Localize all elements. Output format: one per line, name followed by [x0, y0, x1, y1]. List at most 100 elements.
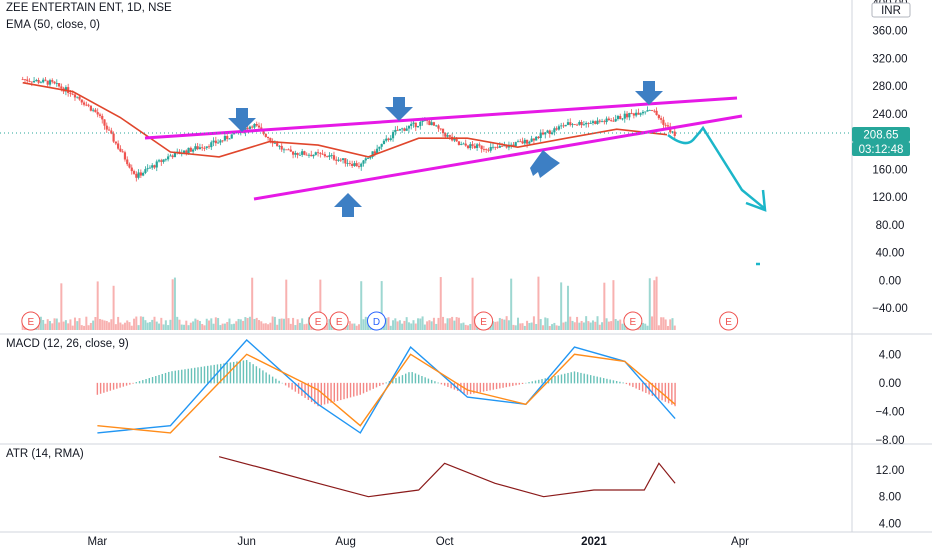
candle-body — [310, 154, 313, 157]
macd-axis[interactable]: 4.00 0.00 −4.00 −8.00 — [875, 349, 904, 447]
candle-body — [262, 129, 265, 134]
lower-trendline[interactable] — [253, 114, 743, 201]
candle-body — [151, 165, 154, 168]
volume-bar — [160, 317, 163, 330]
volume-bar — [601, 322, 604, 330]
date-tick-label: Jun — [237, 536, 256, 548]
candle-body — [51, 80, 54, 82]
macd-histogram-bar — [362, 382, 365, 394]
candle-body — [346, 163, 349, 164]
macd-histogram-bar — [242, 360, 245, 384]
macd-histogram-bar — [223, 363, 225, 384]
candle-body — [192, 149, 195, 152]
date-tick-label: Oct — [436, 536, 455, 548]
macd-histogram-bar — [190, 368, 193, 384]
volume-bar — [167, 325, 170, 330]
volume-bar — [394, 318, 397, 330]
macd-legend[interactable]: MACD (12, 26, close, 9) — [6, 338, 129, 350]
macd-histogram-bar — [528, 382, 530, 384]
macd-histogram-bar — [486, 382, 488, 391]
macd-histogram-bar — [408, 372, 410, 384]
volume-bar — [198, 321, 201, 330]
volume-bar — [507, 320, 510, 330]
volume-bar — [430, 321, 433, 330]
volume-bar — [396, 321, 399, 330]
volume-bar — [42, 319, 45, 330]
macd-histogram-bar — [551, 376, 553, 384]
volume-bar — [267, 324, 270, 330]
symbol-legend[interactable]: ZEE ENTERTAIN ENT, 1D, NSE — [6, 2, 172, 14]
candle-body — [114, 141, 117, 144]
candle-body — [394, 129, 397, 133]
candle-body — [405, 128, 408, 131]
volume-bar — [273, 316, 276, 330]
volume-bar — [612, 280, 615, 330]
candle-body — [596, 120, 599, 124]
atr-legend[interactable]: ATR (14, RMA) — [6, 448, 84, 460]
candle-body — [319, 153, 322, 154]
macd-histogram-bar — [255, 366, 258, 384]
volume-bar — [621, 323, 624, 330]
candle-body — [575, 124, 579, 126]
candle-body — [107, 129, 111, 131]
candle-body — [119, 148, 122, 152]
candle-body — [605, 118, 608, 123]
volume-bar — [269, 322, 272, 330]
candle-body — [657, 114, 660, 119]
macd-histogram-bar — [492, 382, 495, 390]
volume-bar — [496, 321, 499, 330]
candle-body — [330, 155, 333, 157]
price-axis[interactable]: 400.00360.00320.00280.00240.00200.00160.… — [872, 0, 908, 315]
volume-bar — [435, 323, 438, 330]
volume-bar — [282, 318, 285, 330]
candle-body — [303, 151, 306, 155]
time-axis[interactable]: Mar Jun Aug Oct 2021 Apr — [87, 536, 749, 548]
volume-bar — [205, 318, 208, 330]
macd-histogram-bar — [297, 382, 300, 394]
volume-bar — [453, 320, 456, 330]
volume-bar — [439, 277, 442, 330]
macd-histogram-bar — [583, 373, 585, 384]
candle-body — [487, 149, 490, 151]
candle-body — [337, 159, 340, 161]
macd-histogram-bar — [671, 382, 673, 405]
macd-histogram-bar — [353, 382, 355, 397]
candle-body — [516, 141, 520, 143]
upper-trendline[interactable] — [144, 96, 738, 140]
volume-bar — [576, 316, 579, 330]
macd-histogram-bar — [158, 374, 160, 384]
candle-body — [407, 125, 411, 129]
volume-bar — [537, 276, 540, 330]
atr-axis[interactable]: 12.00 8.00 4.00 — [876, 465, 905, 530]
ema-legend[interactable]: EMA (50, close, 0) — [6, 19, 100, 31]
candle-body — [44, 79, 47, 81]
volume-bar — [94, 317, 97, 330]
volume-bar — [523, 325, 526, 330]
volume-bar — [244, 317, 247, 330]
candle-body — [169, 155, 172, 157]
candle-body — [326, 156, 329, 158]
volume-bar — [85, 316, 88, 330]
volume-bar — [301, 318, 304, 330]
macd-histogram-bar — [249, 362, 251, 384]
macd-histogram-bar — [645, 382, 647, 393]
trendlines[interactable] — [144, 96, 743, 201]
candle-body — [155, 161, 158, 168]
currency-box[interactable] — [871, 2, 911, 18]
macd-histogram-bar — [333, 382, 335, 402]
volume-bar — [148, 322, 151, 330]
candle-body — [544, 132, 547, 135]
candle-body — [525, 139, 529, 144]
volume-bar — [539, 319, 542, 330]
volume-bar — [235, 321, 238, 330]
macd-histogram-bar — [661, 382, 663, 401]
candle-body — [48, 80, 52, 85]
candle-body — [607, 118, 610, 121]
earnings-marker — [719, 311, 739, 331]
volume-bar — [657, 325, 660, 330]
volume-bar — [67, 323, 70, 330]
candle-body — [42, 79, 45, 83]
